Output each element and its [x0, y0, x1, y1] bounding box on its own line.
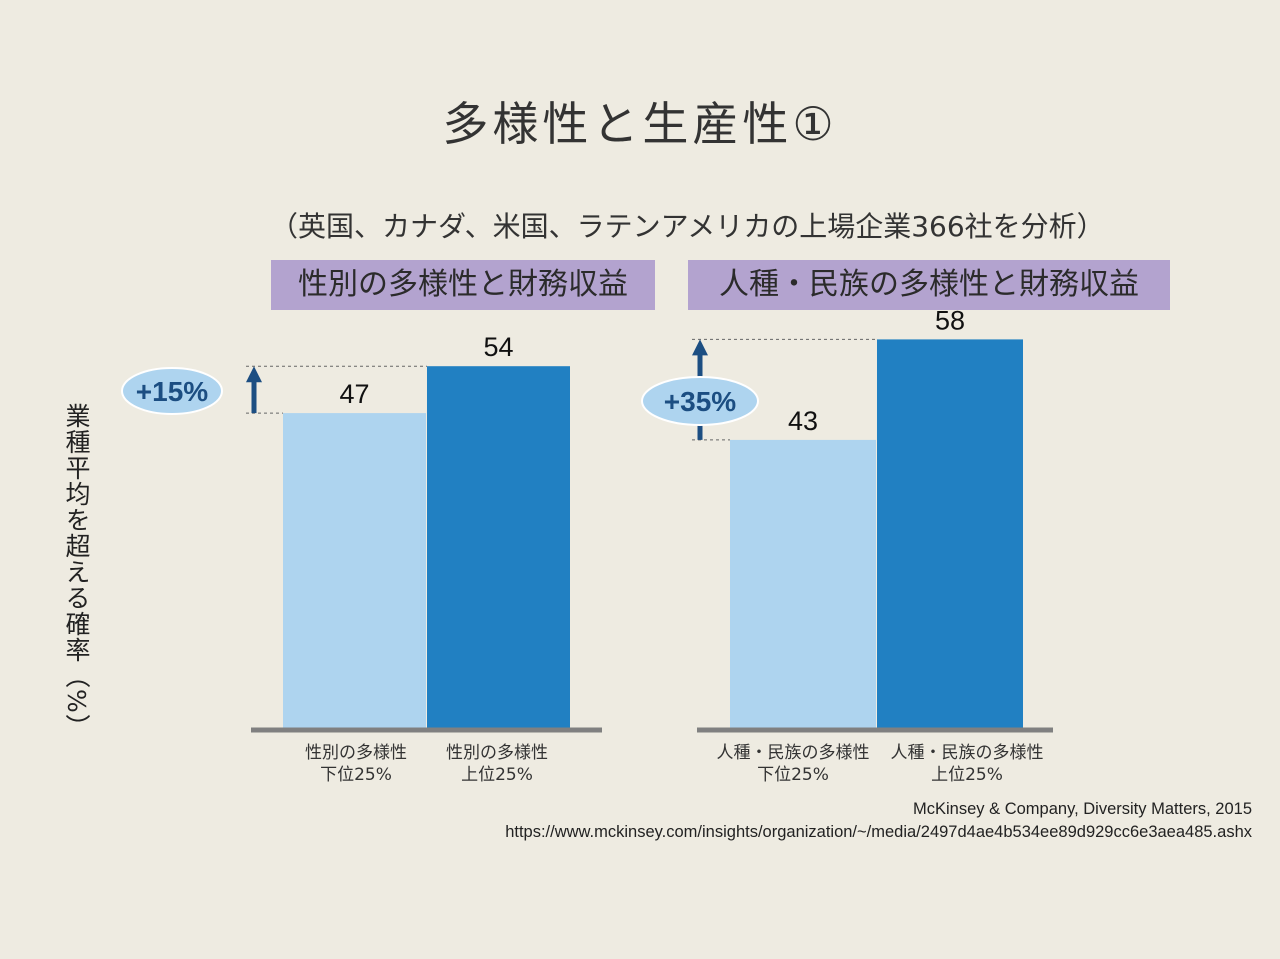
y-axis-label: 業種平均を超える確率（%）: [62, 403, 91, 740]
difference-badge: [641, 376, 759, 426]
difference-badge-label: +15%: [136, 376, 208, 407]
category-label-line: 性別の多様性: [305, 743, 407, 763]
category-label-line: 下位25%: [757, 765, 829, 785]
category-label-line: 上位25%: [461, 765, 533, 785]
category-label: 性別の多様性 下位25%: [283, 742, 429, 786]
category-label: 人種・民族の多様性 上位25%: [879, 742, 1055, 786]
category-label-line: 下位25%: [320, 765, 392, 785]
bar: [283, 413, 426, 728]
slide-title: 多様性と生産性①: [442, 97, 838, 151]
category-label: 性別の多様性 上位25%: [424, 742, 570, 786]
source-url[interactable]: https://www.mckinsey.com/insights/organi…: [505, 823, 1252, 841]
difference-arrow-head: [692, 339, 708, 356]
category-label-line: 人種・民族の多様性: [890, 743, 1044, 763]
difference-badge: [121, 367, 223, 415]
category-label: 人種・民族の多様性 下位25%: [705, 742, 881, 786]
difference-arrow-head: [246, 366, 262, 383]
data-label: 43: [788, 406, 818, 436]
data-label: 54: [483, 332, 513, 362]
panel-title-ethnicity: 人種・民族の多様性と財務収益: [688, 260, 1170, 310]
data-label: 47: [339, 379, 369, 409]
slide-subtitle: （英国、カナダ、米国、ラテンアメリカの上場企業366社を分析）: [270, 210, 1105, 243]
data-label: 58: [935, 305, 965, 335]
category-label-line: 性別の多様性: [446, 743, 548, 763]
category-label-line: 人種・民族の多様性: [716, 743, 870, 763]
category-label-line: 上位25%: [931, 765, 1003, 785]
difference-badge-label: +35%: [664, 386, 736, 417]
source-citation: McKinsey & Company, Diversity Matters, 2…: [913, 800, 1252, 818]
bar: [427, 366, 570, 728]
bar: [730, 439, 876, 728]
bar: [877, 339, 1023, 728]
panel-title-gender: 性別の多様性と財務収益: [271, 260, 655, 310]
